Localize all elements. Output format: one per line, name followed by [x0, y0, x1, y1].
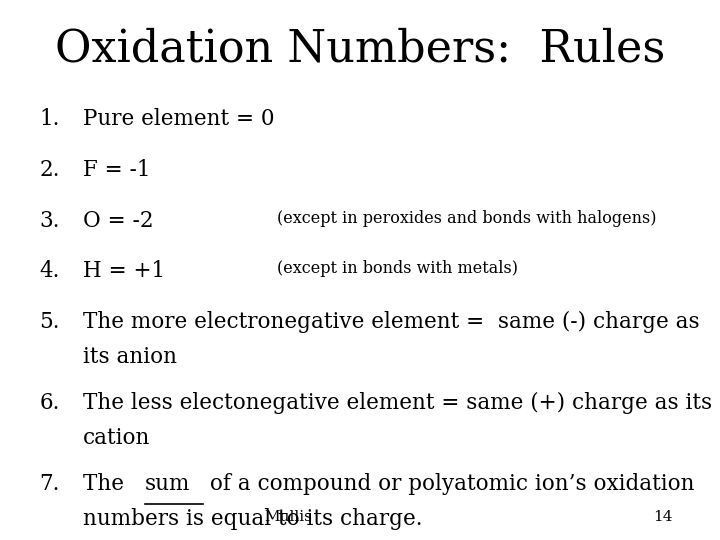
Text: 3.: 3. — [40, 210, 60, 232]
Text: numbers is equal to its charge.: numbers is equal to its charge. — [83, 508, 423, 530]
Text: 14: 14 — [652, 510, 672, 524]
Text: Oxidation Numbers:  Rules: Oxidation Numbers: Rules — [55, 27, 665, 70]
Text: (except in peroxides and bonds with halogens): (except in peroxides and bonds with halo… — [277, 210, 657, 226]
Text: 6.: 6. — [40, 392, 60, 414]
Text: H = +1: H = +1 — [83, 260, 165, 282]
Text: 1.: 1. — [40, 108, 60, 130]
Text: cation: cation — [83, 427, 150, 449]
Text: F = -1: F = -1 — [83, 159, 150, 181]
Text: O = -2: O = -2 — [83, 210, 153, 232]
Text: of a compound or polyatomic ion’s oxidation: of a compound or polyatomic ion’s oxidat… — [203, 474, 695, 496]
Text: its anion: its anion — [83, 346, 177, 368]
Text: 5.: 5. — [40, 311, 60, 333]
Text: 7.: 7. — [40, 474, 60, 496]
Text: sum: sum — [145, 474, 190, 496]
Text: (except in bonds with metals): (except in bonds with metals) — [277, 260, 518, 277]
Text: 4.: 4. — [40, 260, 60, 282]
Text: The more electronegative element =  same (-) charge as: The more electronegative element = same … — [83, 311, 699, 333]
Text: The: The — [83, 474, 130, 496]
Text: The less electonegative element = same (+) charge as its: The less electonegative element = same (… — [83, 392, 712, 414]
Text: Mullis: Mullis — [264, 510, 312, 524]
Text: Pure element = 0: Pure element = 0 — [83, 108, 274, 130]
Text: 2.: 2. — [40, 159, 60, 181]
